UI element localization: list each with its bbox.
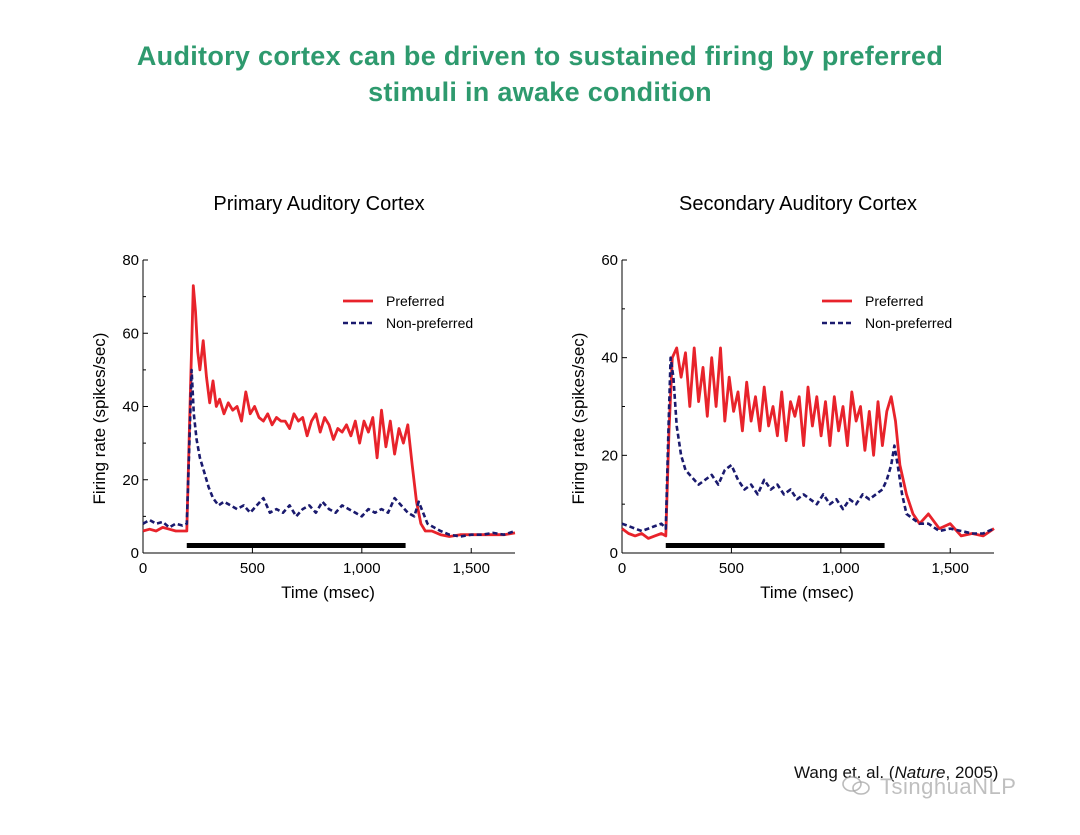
y-tick-label: 0	[131, 545, 139, 562]
y-axis-label: Firing rate (spikes/sec)	[90, 333, 109, 505]
x-axis-label: Time (msec)	[281, 583, 375, 602]
series-line-non-preferred	[621, 356, 995, 535]
x-tick-label: 0	[618, 560, 626, 577]
y-axis-label: Firing rate (spikes/sec)	[569, 333, 588, 505]
x-tick-label: 500	[719, 560, 744, 577]
slide-title: Auditory cortex can be driven to sustain…	[0, 38, 1080, 110]
chat-bubble-icon	[842, 776, 870, 795]
legend-label: Non-preferred	[865, 315, 952, 331]
y-tick-label: 60	[122, 325, 139, 342]
watermark: TsinghuaNLP	[842, 774, 1016, 800]
series-line-preferred	[621, 346, 995, 540]
series-line-preferred	[142, 284, 516, 538]
x-tick-label: 500	[240, 560, 265, 577]
citation-suffix: , 2005)	[945, 763, 999, 782]
x-tick-label: 0	[139, 560, 147, 577]
y-tick-label: 40	[122, 399, 139, 416]
x-tick-label: 1,500	[452, 560, 490, 577]
y-tick-label: 40	[601, 350, 618, 367]
x-tick-label: 1,000	[822, 560, 860, 577]
citation-prefix: Wang et. al. (	[794, 763, 895, 782]
slide-title-line-2: stimuli in awake condition	[368, 77, 712, 107]
stimulus-bar	[186, 543, 406, 548]
y-tick-label: 80	[122, 252, 139, 269]
citation-journal: Nature	[894, 763, 946, 782]
chart-title: Primary Auditory Cortex	[213, 193, 424, 215]
legend-label: Preferred	[386, 293, 444, 309]
y-tick-label: 0	[610, 545, 618, 562]
series-line-non-preferred	[142, 368, 516, 538]
x-tick-label: 1,500	[931, 560, 969, 577]
legend-label: Preferred	[865, 293, 923, 309]
legend-label: Non-preferred	[386, 315, 473, 331]
x-axis-label: Time (msec)	[760, 583, 854, 602]
stimulus-bar	[665, 543, 885, 548]
y-tick-label: 20	[122, 472, 139, 489]
y-tick-label: 60	[601, 252, 618, 269]
citation: Wang et. al. (Nature, 2005)	[794, 763, 998, 783]
slide-title-line-1: Auditory cortex can be driven to sustain…	[136, 41, 944, 71]
watermark-text: TsinghuaNLP	[880, 774, 1017, 799]
x-tick-label: 1,000	[343, 560, 381, 577]
y-tick-label: 20	[601, 447, 618, 464]
chart-title: Secondary Auditory Cortex	[679, 193, 917, 215]
